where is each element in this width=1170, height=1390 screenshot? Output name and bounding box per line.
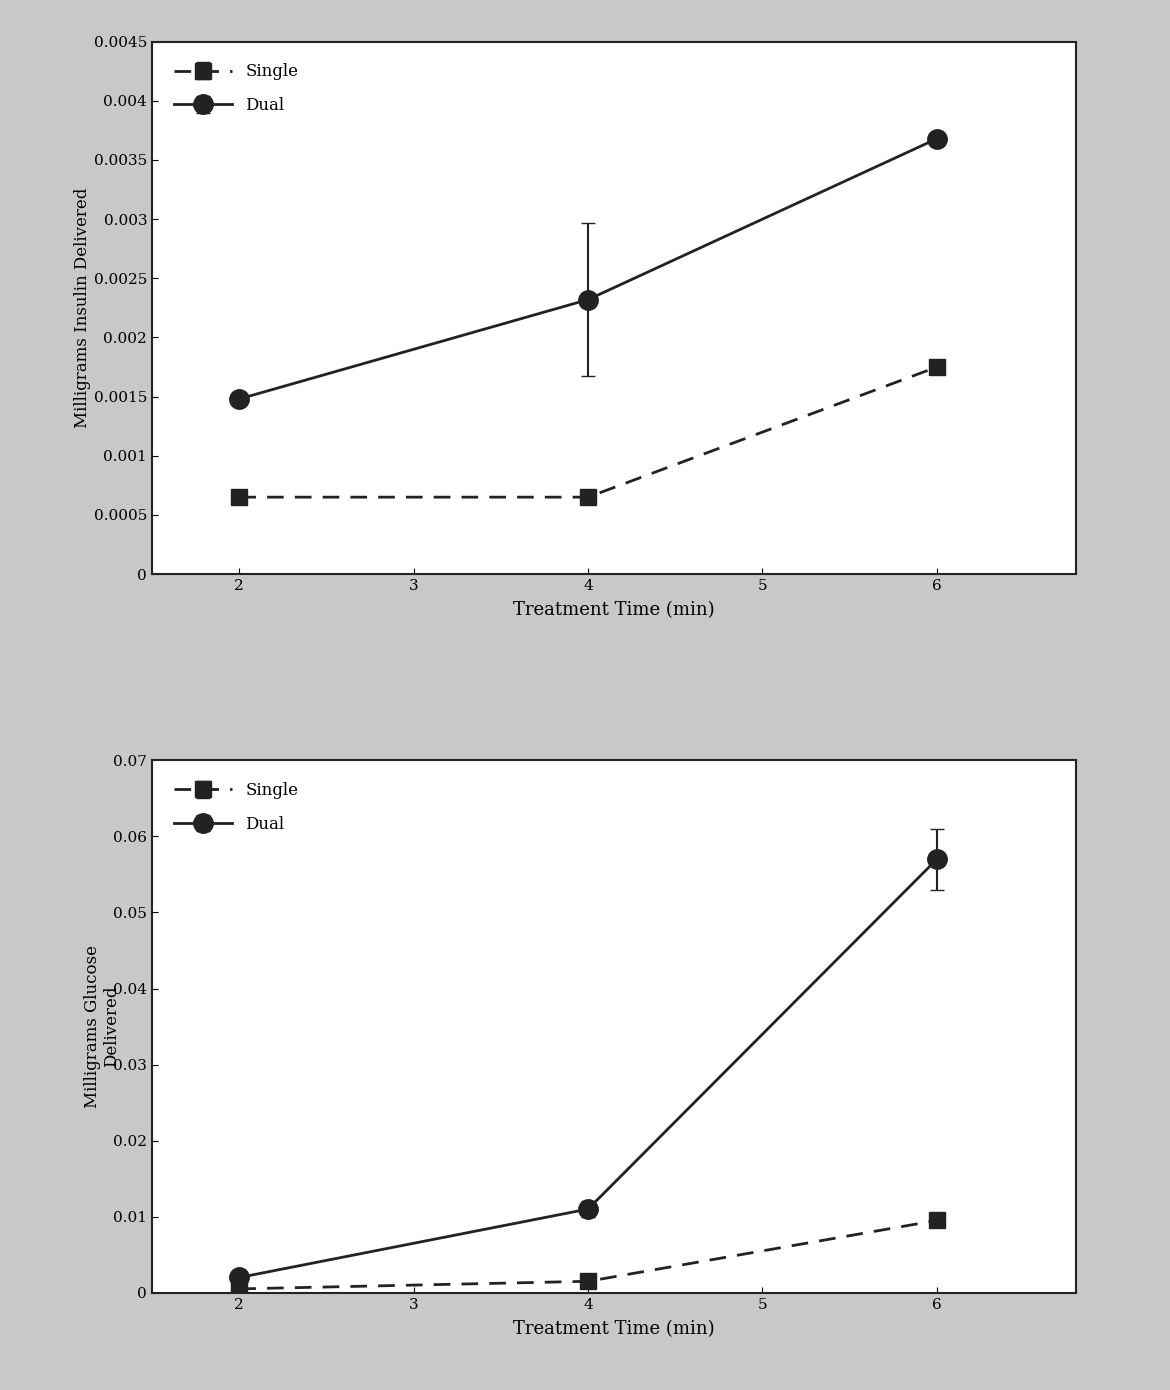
X-axis label: Treatment Time (min): Treatment Time (min) [514, 1320, 715, 1339]
Y-axis label: Milligrams Insulin Delivered: Milligrams Insulin Delivered [74, 188, 91, 428]
X-axis label: Treatment Time (min): Treatment Time (min) [514, 602, 715, 619]
Legend: Single, Dual: Single, Dual [160, 50, 311, 128]
Y-axis label: Milligrams Glucose
Delivered: Milligrams Glucose Delivered [84, 945, 121, 1108]
Legend: Single, Dual: Single, Dual [160, 769, 311, 847]
